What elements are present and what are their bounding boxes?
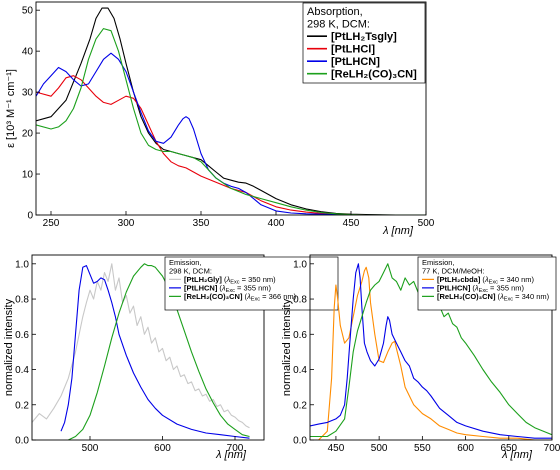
panel-bottom-left: 500 600 700 0.0 0.2 0.4 0.6 0.8 1.0 λ [nm] normali… bbox=[3, 254, 339, 461]
x-tick-label: 600 bbox=[154, 443, 171, 454]
plot-frame bbox=[31, 254, 265, 441]
y-tick-label: 0.6 bbox=[293, 330, 307, 341]
y-tick-label: 0.8 bbox=[15, 295, 29, 306]
y-tick-label: 10 bbox=[22, 170, 34, 181]
y-tick-label: 1.0 bbox=[293, 259, 307, 270]
series-line-1 bbox=[310, 266, 552, 440]
x-tick-label: 350 bbox=[193, 218, 210, 229]
series-line-3 bbox=[68, 263, 250, 440]
x-tick-label: 600 bbox=[457, 443, 474, 454]
y-tick-label: 0.8 bbox=[293, 295, 307, 306]
legend-entry-2: [PtLHCN] (λExc = 355 nm) bbox=[184, 284, 272, 295]
y-tick-label: 20 bbox=[22, 129, 34, 140]
series-line-2 bbox=[60, 265, 250, 439]
x-tick-label: 450 bbox=[343, 218, 360, 229]
x-tick-label: 700 bbox=[544, 443, 560, 454]
y-tick-label: 1.0 bbox=[15, 259, 29, 270]
y-tick-label: 0.2 bbox=[293, 400, 307, 411]
legend-entry-3: [PtLHCN] bbox=[331, 56, 380, 68]
y-tick-label: 0.2 bbox=[15, 400, 29, 411]
series-line-1 bbox=[32, 263, 250, 429]
plot-frame bbox=[35, 1, 427, 216]
x-tick-label: 300 bbox=[118, 218, 135, 229]
y-tick-label: 50 bbox=[22, 6, 34, 17]
x-tick-label: 500 bbox=[371, 443, 388, 454]
y-tick-label: 0.4 bbox=[293, 365, 307, 376]
x-tick-label: 700 bbox=[227, 443, 244, 454]
legend-box bbox=[417, 256, 557, 311]
series-line-3 bbox=[36, 52, 426, 215]
x-tick-label: 250 bbox=[43, 218, 60, 229]
legend: Emission,298 K, DCM:[PtLH₂Gly] (λExc = 3… bbox=[164, 256, 339, 311]
y-axis-label: ε [10³ M⁻¹ cm⁻¹] bbox=[5, 69, 17, 148]
x-tick-label: 500 bbox=[82, 443, 99, 454]
y-tick-label: 0.0 bbox=[293, 436, 307, 447]
legend-title: Emission, bbox=[422, 258, 455, 267]
x-tick-label: 550 bbox=[414, 443, 431, 454]
panel-bottom-right: 450 500 550 600 650 700 0.0 0.2 0.4 0.6 0.8 1.0 λ [n… bbox=[281, 254, 560, 461]
legend-title: 298 K, DCM: bbox=[169, 267, 212, 276]
series-line-4 bbox=[36, 28, 426, 215]
legend-entry-1: [PtLH₂cbda] (λExc = 340 nm) bbox=[437, 275, 535, 286]
x-axis-label: λ [nm] bbox=[382, 225, 414, 237]
legend-entry-3: [ReLH₂(CO)₃CN] (λExc = 340 nm) bbox=[437, 292, 550, 303]
y-axis-label: normalized intensity bbox=[281, 298, 293, 396]
panel-top: 250 300 350 400 450 500 0 10 20 30 40 50 λ [nm] ε [10… bbox=[5, 1, 435, 237]
legend-entry-3: [ReLH₂(CO)₃CN] (λExc = 366 nm) bbox=[184, 292, 297, 303]
x-tick-label: 450 bbox=[328, 443, 345, 454]
x-tick-label: 650 bbox=[500, 443, 517, 454]
legend-box bbox=[164, 256, 339, 311]
x-axis-label: λ [nm] bbox=[501, 449, 533, 461]
x-axis-label: λ [nm] bbox=[215, 449, 247, 461]
legend-box bbox=[302, 2, 426, 84]
y-tick-label: 40 bbox=[22, 47, 34, 58]
y-tick-label: 30 bbox=[22, 88, 34, 99]
series-line-2 bbox=[310, 263, 552, 439]
y-tick-label: 0.6 bbox=[15, 330, 29, 341]
x-tick-label: 400 bbox=[268, 218, 285, 229]
legend-title: Emission, bbox=[169, 258, 202, 267]
legend: Emission,77 K, DCM/MeOH:[PtLH₂cbda] (λEx… bbox=[417, 256, 557, 311]
legend-title: Absorption, bbox=[307, 6, 363, 18]
legend-entry-1: [PtLH₂Tsgly] bbox=[331, 31, 397, 43]
series-line-2 bbox=[36, 75, 426, 215]
y-tick-label: 0 bbox=[27, 211, 33, 222]
y-axis-label: normalized intensity bbox=[3, 298, 15, 396]
legend-title: 77 K, DCM/MeOH: bbox=[422, 267, 485, 276]
y-tick-label: 0.0 bbox=[15, 436, 29, 447]
legend: Absorption,298 K, DCM:[PtLH₂Tsgly][PtLHC… bbox=[302, 2, 426, 84]
x-tick-label: 500 bbox=[418, 218, 435, 229]
legend-title: 298 K, DCM: bbox=[307, 19, 370, 31]
legend-entry-4: [ReLH₂(CO)₃CN] bbox=[331, 69, 417, 81]
legend-entry-2: [PtLHCN] (λExc = 355 nm) bbox=[437, 284, 525, 295]
plot-frame bbox=[309, 254, 553, 441]
legend-entry-1: [PtLH₂Gly] (λExc = 350 nm) bbox=[184, 275, 276, 286]
legend-entry-2: [PtLHCl] bbox=[331, 44, 375, 56]
y-tick-label: 0.4 bbox=[15, 365, 29, 376]
